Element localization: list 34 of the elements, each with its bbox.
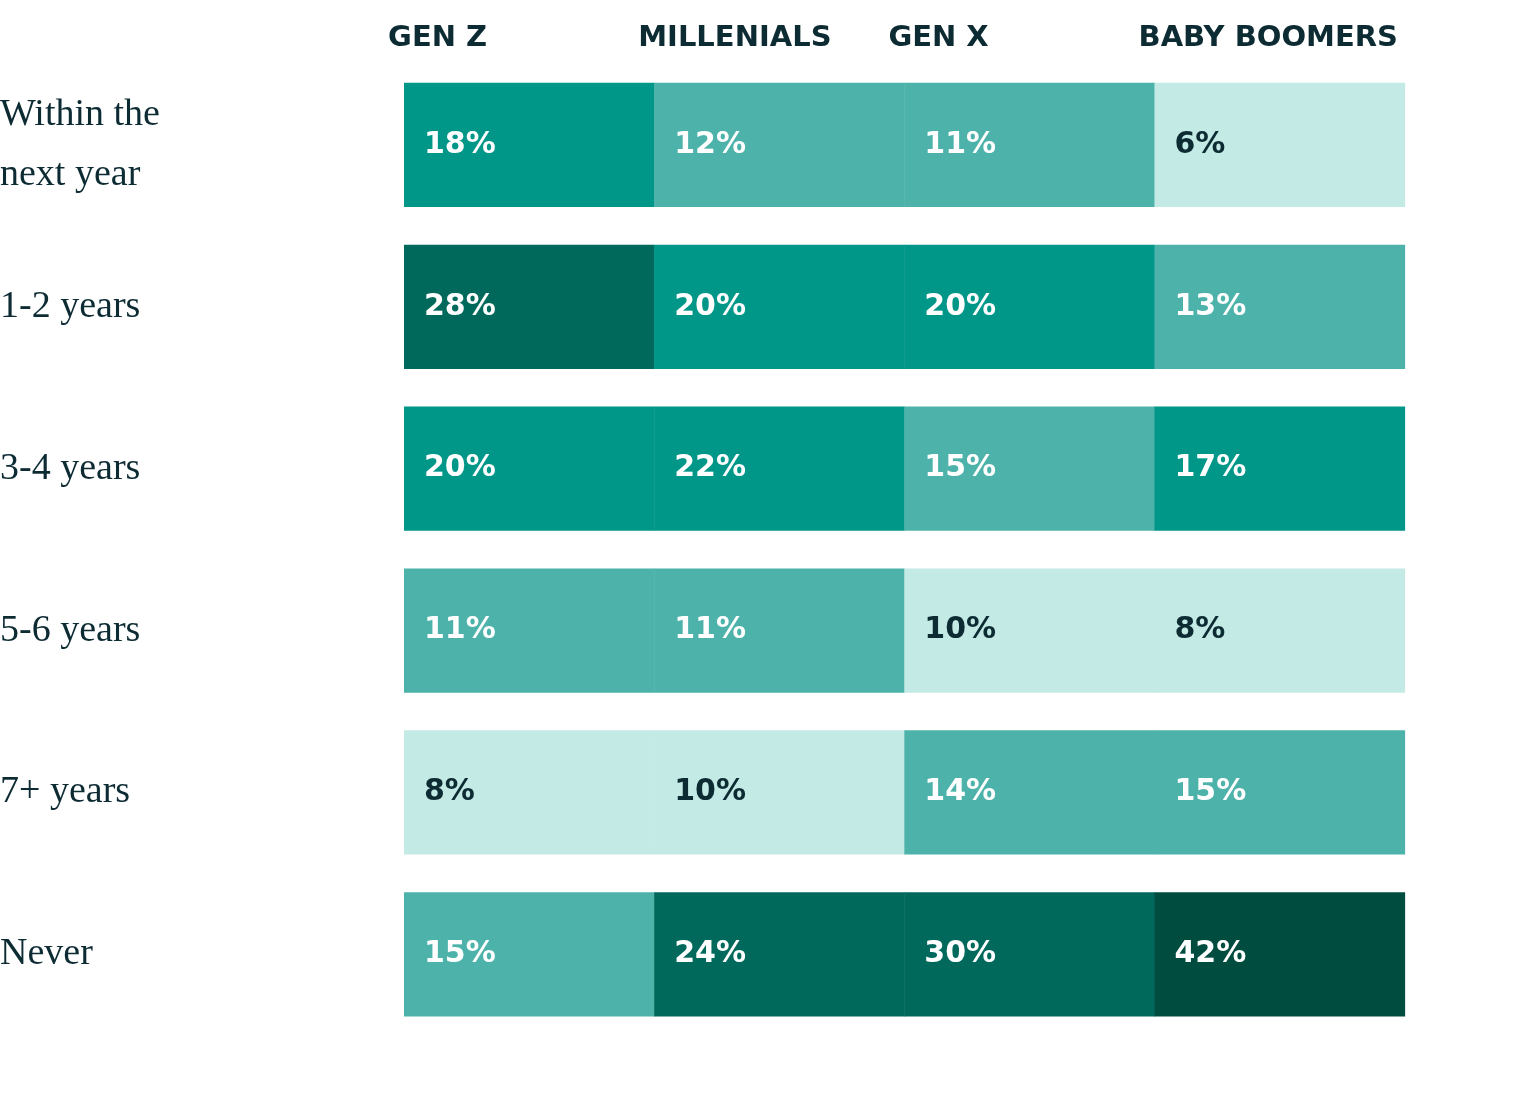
data-label: 15% — [924, 448, 997, 484]
y-tick-label: 7+ years — [0, 768, 131, 811]
x-tick-label: GEN Z — [388, 19, 488, 54]
data-label: 15% — [1174, 772, 1247, 808]
data-label: 6% — [1174, 124, 1226, 160]
data-label: 15% — [424, 934, 496, 970]
data-label: 20% — [924, 286, 997, 322]
y-tick-label: Never — [0, 930, 94, 973]
data-label: 24% — [674, 934, 746, 970]
y-tick-label: 1-2 years — [0, 282, 141, 325]
x-tick-label: BABY BOOMERS — [1138, 19, 1399, 54]
data-label: 22% — [674, 448, 746, 484]
data-label: 20% — [674, 286, 746, 322]
x-tick-label: MILLENIALS — [638, 19, 832, 54]
data-label: 10% — [674, 772, 746, 808]
y-tick-label: 5-6 years — [0, 606, 141, 649]
data-label: 17% — [1174, 448, 1247, 484]
data-label: 10% — [924, 610, 997, 646]
y-tick-label: 3-4 years — [0, 444, 141, 487]
data-label: 11% — [424, 610, 496, 646]
data-label: 13% — [1174, 286, 1247, 322]
x-tick-label: GEN X — [888, 19, 989, 54]
data-label: 11% — [674, 610, 746, 646]
data-label: 20% — [424, 448, 496, 484]
data-label: 18% — [424, 124, 496, 160]
data-label: 12% — [674, 124, 746, 160]
data-label: 11% — [924, 124, 997, 160]
data-label: 28% — [424, 286, 496, 322]
data-label: 14% — [924, 772, 997, 808]
data-label: 42% — [1174, 934, 1247, 970]
y-tick-label: Within the next year — [0, 90, 160, 194]
data-label: 8% — [424, 772, 475, 808]
data-label: 30% — [924, 934, 997, 970]
data-label: 8% — [1174, 610, 1226, 646]
